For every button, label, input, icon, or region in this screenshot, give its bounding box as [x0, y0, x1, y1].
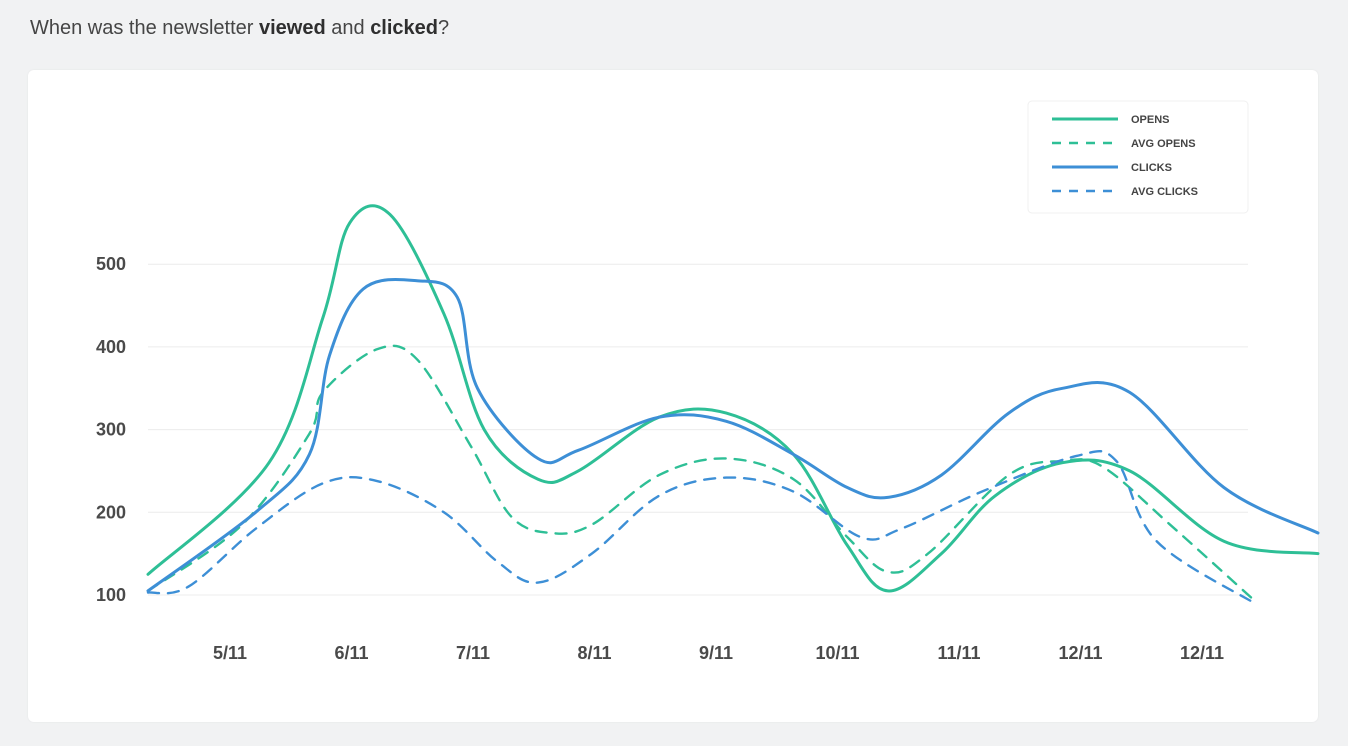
chart-grid — [148, 263, 1248, 596]
x-tick-label: 8/11 — [577, 643, 611, 663]
question-prefix: When was the newsletter — [30, 17, 259, 39]
x-tick-label: 9/11 — [699, 643, 733, 663]
x-axis-ticks: 5/11 6/11 7/11 8/11 9/11 10/11 11/11 12/11 12/11 — [213, 643, 1224, 663]
question-suffix: ? — [438, 17, 450, 39]
y-tick-label: 200 — [96, 502, 126, 522]
y-tick-label: 100 — [96, 585, 126, 605]
y-axis-ticks: 100 200 300 400 500 — [96, 254, 126, 605]
x-tick-label: 12/11 — [1180, 643, 1224, 663]
x-tick-label: 10/11 — [815, 643, 859, 663]
chart-legend: OPENS AVG OPENS CLICKS AVG CLICKS — [1027, 100, 1249, 214]
series-line-opens — [146, 204, 1320, 593]
question-and: and — [325, 17, 371, 39]
y-tick-label: 400 — [96, 337, 126, 357]
legend-label-avg-clicks: AVG CLICKS — [1131, 186, 1198, 198]
legend-box — [1027, 100, 1249, 214]
legend-label-clicks: CLICKS — [1131, 162, 1172, 174]
y-tick-label: 300 — [96, 420, 126, 440]
x-tick-label: 11/11 — [937, 643, 980, 663]
question-clicked: clicked — [370, 17, 439, 39]
chart-series — [146, 204, 1320, 607]
y-tick-label: 500 — [96, 254, 126, 274]
x-tick-label: 6/11 — [334, 643, 368, 663]
series-line-avg-opens — [146, 344, 1259, 605]
series-line-clicks — [146, 277, 1320, 593]
chart-question-heading: When was the newsletter viewed and click… — [30, 17, 449, 40]
question-viewed: viewed — [259, 17, 326, 39]
legend-label-avg-opens: AVG OPENS — [1131, 138, 1196, 150]
x-tick-label: 7/11 — [456, 643, 490, 663]
x-tick-label: 5/11 — [213, 643, 247, 663]
legend-label-opens: OPENS — [1131, 114, 1170, 126]
series-line-avg-clicks — [146, 449, 1259, 607]
x-tick-label: 12/11 — [1058, 643, 1102, 663]
